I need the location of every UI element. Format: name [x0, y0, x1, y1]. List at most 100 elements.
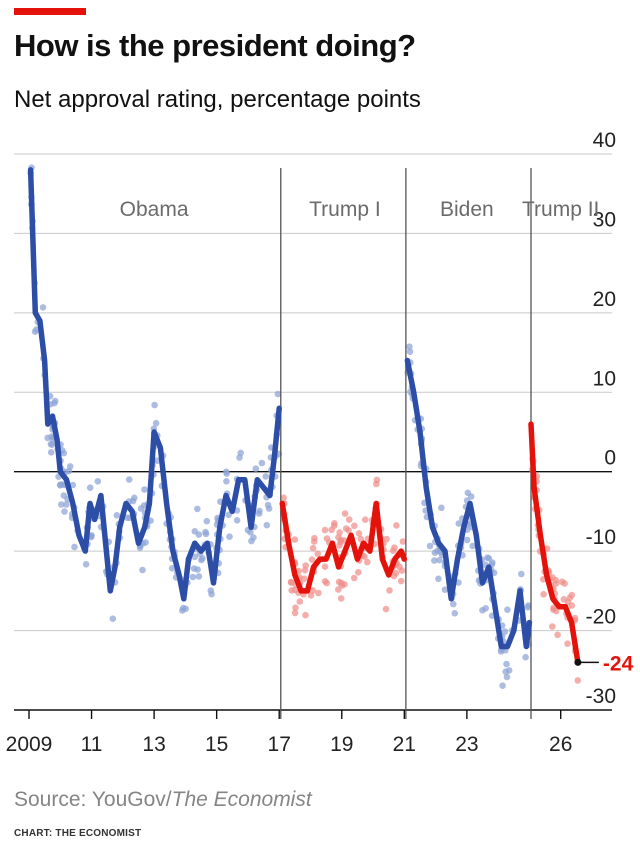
poll-dot	[71, 543, 78, 551]
term-label: Trump II	[522, 198, 599, 221]
poll-dot	[574, 677, 582, 684]
x-tick-label: 26	[549, 733, 572, 756]
poll-dot	[355, 569, 362, 576]
poll-dot	[199, 555, 206, 562]
y-tick-label: 10	[593, 367, 616, 390]
poll-dot	[61, 508, 68, 515]
poll-dot	[131, 494, 138, 502]
poll-dot	[203, 517, 211, 525]
poll-dot	[518, 570, 525, 578]
poll-dot	[288, 587, 295, 594]
x-tick-label: 15	[205, 733, 228, 756]
poll-dot	[311, 534, 318, 542]
republican-series-line	[528, 421, 581, 666]
poll-dot	[139, 566, 146, 574]
poll-dot	[194, 505, 201, 513]
chart-title: How is the president doing?	[14, 28, 416, 63]
poll-dot	[314, 550, 322, 558]
poll-dot	[337, 536, 345, 544]
poll-dot	[195, 573, 203, 580]
poll-dot	[525, 602, 532, 609]
poll-dot	[406, 348, 414, 356]
accent-bar	[14, 8, 86, 15]
source-note: Source: YouGov/The Economist	[14, 788, 312, 812]
poll-dot	[265, 505, 273, 512]
poll-dot	[450, 600, 457, 608]
y-tick-label: 0	[604, 447, 616, 470]
poll-dot	[383, 535, 390, 543]
poll-dot	[223, 478, 230, 485]
poll-dot	[469, 542, 477, 550]
poll-dot	[263, 521, 271, 529]
poll-dot	[431, 549, 439, 556]
poll-dot	[296, 598, 304, 605]
poll-dot	[336, 542, 343, 549]
poll-dot	[399, 538, 407, 545]
poll-dot	[540, 591, 547, 598]
poll-dot	[302, 562, 310, 569]
poll-dot	[226, 533, 233, 540]
term-label: Obama	[120, 198, 189, 221]
end-marker	[574, 658, 582, 666]
poll-dot	[504, 606, 511, 613]
y-tick-label: -20	[586, 606, 616, 629]
poll-dot	[463, 536, 471, 544]
poll-dot	[168, 565, 176, 572]
approval-chart: 40 30 20 10 0 -10 -20 -30 2009 11 13 15 17 19 21 23 26 Ob…	[6, 129, 634, 756]
poll-dot	[151, 401, 158, 409]
poll-dot	[141, 486, 148, 493]
poll-dot	[406, 343, 413, 351]
poll-dot	[499, 682, 506, 689]
poll-dot	[48, 441, 56, 449]
poll-dot	[152, 419, 160, 427]
poll-dot	[258, 459, 266, 467]
poll-dot	[308, 556, 316, 563]
republican-series-line	[279, 500, 408, 594]
end-value-label: -24	[603, 652, 634, 675]
poll-dot	[51, 397, 59, 405]
poll-dot	[397, 577, 405, 585]
poll-dot	[373, 476, 381, 484]
x-tick-label: 19	[330, 733, 353, 756]
poll-dot	[554, 631, 561, 639]
poll-dot	[191, 553, 199, 561]
poll-dot	[195, 531, 203, 538]
poll-dot	[341, 510, 349, 517]
poll-dot	[142, 539, 149, 546]
chart-subtitle: Net approval rating, percentage points	[14, 86, 421, 113]
poll-dot	[180, 604, 187, 612]
y-tick-label: -30	[586, 685, 616, 708]
poll-dot	[57, 481, 64, 488]
poll-dot	[202, 530, 210, 538]
poll-dot	[44, 434, 51, 442]
x-tick-label: 13	[142, 733, 165, 756]
poll-dot	[484, 554, 491, 561]
poll-dot	[82, 561, 90, 568]
poll-dot	[561, 580, 568, 587]
poll-dot	[482, 605, 490, 612]
poll-dot	[502, 668, 510, 675]
poll-dot	[315, 589, 322, 597]
poll-dot	[207, 587, 215, 594]
poll-dot	[113, 512, 121, 519]
democrat-series-line	[27, 167, 282, 602]
x-tick-label: 21	[393, 733, 416, 756]
poll-dot	[280, 494, 288, 502]
poll-dot	[503, 660, 510, 668]
poll-dot	[109, 615, 117, 622]
poll-dot	[342, 525, 350, 532]
poll-dot	[426, 542, 434, 550]
poll-dot	[291, 609, 299, 617]
poll-dot	[438, 504, 445, 512]
poll-dot	[323, 535, 331, 542]
poll-dot	[337, 595, 345, 602]
poll-dot	[60, 449, 68, 457]
poll-dot	[564, 598, 572, 606]
poll-dot	[262, 473, 270, 480]
poll-dot	[331, 520, 338, 527]
poll-dot	[31, 328, 39, 336]
poll-dot	[431, 557, 438, 564]
poll-dot	[194, 566, 201, 573]
poll-dot	[436, 556, 443, 564]
poll-dot	[564, 640, 571, 647]
